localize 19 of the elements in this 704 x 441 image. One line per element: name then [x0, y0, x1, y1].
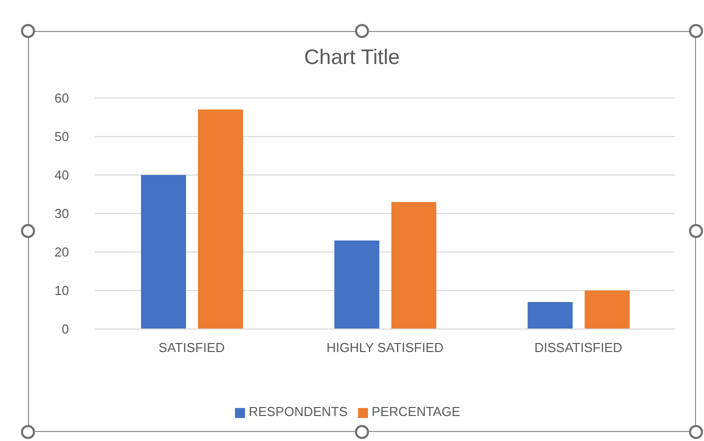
legend-label: PERCENTAGE — [372, 404, 460, 419]
bar — [584, 290, 630, 329]
y-tick-label: 0 — [62, 322, 69, 337]
x-tick-label: SATISFIED — [158, 340, 225, 356]
bar — [528, 302, 573, 329]
chart-title: Chart Title — [303, 46, 401, 70]
bar — [141, 175, 186, 329]
x-tick-label: DISSATISFIED — [534, 340, 622, 356]
y-tick-label: 10 — [54, 283, 69, 298]
y-tick-label: 40 — [54, 168, 69, 183]
y-tick-label: 60 — [54, 90, 69, 106]
y-tick-label: 20 — [54, 244, 69, 260]
legend-label: RESPONDENTS — [248, 404, 348, 419]
y-tick-label: 50 — [54, 129, 69, 144]
bar — [334, 240, 380, 329]
bar — [198, 110, 243, 329]
y-tick-label: 30 — [54, 206, 69, 222]
bar — [391, 202, 436, 329]
x-tick-label: HIGHLY SATISFIED — [326, 340, 444, 356]
